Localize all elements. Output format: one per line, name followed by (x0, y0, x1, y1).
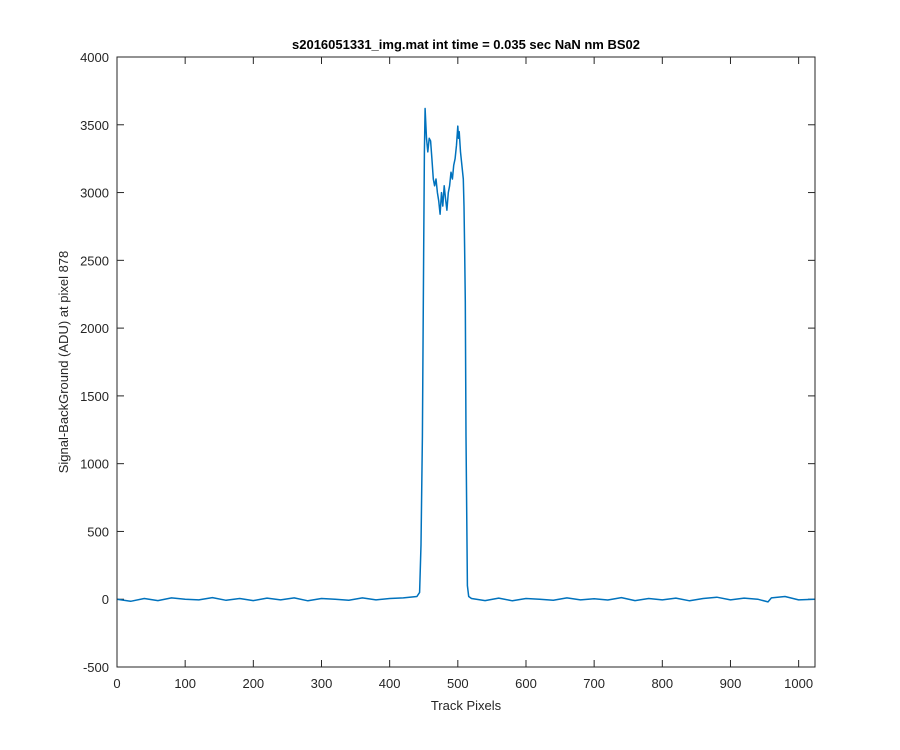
x-tick-label: 300 (311, 676, 333, 691)
x-tick-label: 600 (515, 676, 537, 691)
y-tick-label: 0 (102, 592, 109, 607)
x-axis-title: Track Pixels (431, 698, 502, 713)
y-tick-label: 1500 (80, 389, 109, 404)
y-tick-label: 2500 (80, 253, 109, 268)
y-axis-title: Signal-BackGround (ADU) at pixel 878 (56, 251, 71, 474)
x-tick-label: 900 (720, 676, 742, 691)
x-tick-label: 100 (174, 676, 196, 691)
x-tick-label: 0 (113, 676, 120, 691)
x-tick-label: 400 (379, 676, 401, 691)
x-tick-labels: 0 100 200 300 400 500 600 700 800 900 1000 (113, 676, 813, 691)
axes-box (116, 56, 816, 668)
series-line (116, 107, 816, 603)
y-tick-label: 3000 (80, 186, 109, 201)
y-tick-label: 500 (87, 524, 109, 539)
x-tick-label: 200 (242, 676, 264, 691)
y-tick-labels: -500 0 500 1000 1500 2000 2500 3000 3500 4000 (80, 50, 109, 675)
x-tick-label: 500 (447, 676, 469, 691)
chart-title: s2016051331_img.mat int time = 0.035 sec… (292, 37, 640, 52)
y-tick-label: 4000 (80, 50, 109, 65)
y-tick-label: -500 (83, 660, 109, 675)
x-tick-label: 700 (583, 676, 605, 691)
axis-ticks (116, 56, 815, 668)
y-tick-label: 2000 (80, 321, 109, 336)
x-tick-label: 800 (651, 676, 673, 691)
y-tick-label: 1000 (80, 457, 109, 472)
x-tick-label: 1000 (784, 676, 813, 691)
y-tick-label: 3500 (80, 118, 109, 133)
